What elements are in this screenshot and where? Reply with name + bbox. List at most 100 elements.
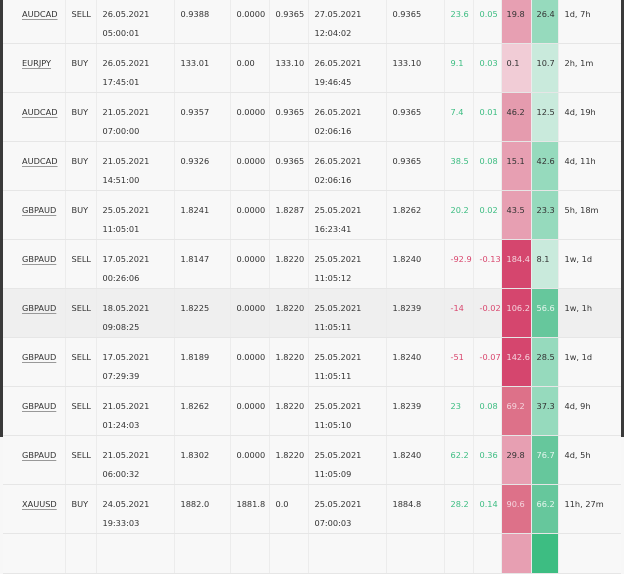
mfe-cell: 10.7	[531, 43, 559, 93]
take-profit-cell: 1.8220	[269, 386, 309, 436]
close-time-cell: 25.05.2021 11:05:09	[308, 435, 387, 485]
close-time-cell: 25.05.2021 07:00:03	[308, 484, 387, 534]
close-price-cell: 133.10	[386, 43, 445, 93]
profit-cell: 0.14	[473, 484, 502, 534]
stop-loss-cell: 0.0000	[230, 141, 270, 191]
type-cell: SELL	[65, 435, 97, 485]
open-time-cell: 17.05.2021 07:29:39	[96, 337, 175, 387]
duration-cell: 5h, 18m	[558, 190, 621, 240]
symbol-link[interactable]: AUDCAD	[22, 9, 58, 19]
mae-cell: 184.4	[501, 239, 532, 289]
take-profit-cell: 133.10	[269, 43, 309, 93]
open-price-cell	[174, 533, 231, 574]
pips-cell: 23	[444, 386, 474, 436]
type-cell: BUY	[65, 190, 97, 240]
mae-cell: 106.2	[501, 288, 532, 338]
pips-cell: 62.2	[444, 435, 474, 485]
symbol-link[interactable]: GBPAUD	[22, 352, 57, 362]
symbol-link[interactable]: GBPAUD	[22, 254, 57, 264]
open-price-cell: 1.8241	[174, 190, 231, 240]
window-frame-left	[0, 0, 3, 437]
profit-cell: -0.13	[473, 239, 502, 289]
open-time-cell: 21.05.2021 01:24:03	[96, 386, 175, 436]
symbol-cell: EURJPY	[3, 43, 66, 93]
duration-cell: 11h, 27m	[558, 484, 621, 534]
trade-rows: AUDCAD SELL 26.05.2021 05:00:01 0.9388 0.…	[3, 0, 621, 574]
profit-cell: -0.07	[473, 337, 502, 387]
mae-cell: 0.1	[501, 43, 532, 93]
table-row[interactable]: GBPAUD SELL 18.05.2021 09:08:25 1.8225 0.…	[3, 288, 621, 338]
table-row[interactable]: AUDCAD SELL 26.05.2021 05:00:01 0.9388 0.…	[3, 0, 621, 44]
open-time-cell: 21.05.2021 07:00:00	[96, 92, 175, 142]
symbol-link[interactable]: XAUUSD	[22, 499, 57, 509]
close-time-cell: 26.05.2021 19:46:45	[308, 43, 387, 93]
type-cell	[65, 533, 97, 574]
table-row[interactable]: AUDCAD BUY 21.05.2021 07:00:00 0.9357 0.0…	[3, 92, 621, 142]
duration-cell	[558, 533, 621, 574]
trade-history-table-wrapper[interactable]: AUDCAD SELL 26.05.2021 05:00:01 0.9388 0.…	[3, 0, 621, 574]
stop-loss-cell: 0.0000	[230, 435, 270, 485]
table-row[interactable]: GBPAUD SELL 17.05.2021 00:26:06 1.8147 0.…	[3, 239, 621, 289]
profit-cell	[473, 533, 502, 574]
mae-cell: 46.2	[501, 92, 532, 142]
symbol-link[interactable]: GBPAUD	[22, 450, 57, 460]
mae-cell: 90.6	[501, 484, 532, 534]
duration-cell: 4d, 19h	[558, 92, 621, 142]
close-price-cell	[386, 533, 445, 574]
open-price-cell: 0.9326	[174, 141, 231, 191]
type-cell: BUY	[65, 141, 97, 191]
table-row[interactable]: AUDCAD BUY 21.05.2021 14:51:00 0.9326 0.0…	[3, 141, 621, 191]
symbol-cell	[3, 533, 66, 574]
duration-cell: 1w, 1d	[558, 337, 621, 387]
open-price-cell: 1.8302	[174, 435, 231, 485]
symbol-link[interactable]: GBPAUD	[22, 205, 57, 215]
symbol-link[interactable]: AUDCAD	[22, 156, 58, 166]
open-time-cell: 17.05.2021 00:26:06	[96, 239, 175, 289]
pips-cell: 38.5	[444, 141, 474, 191]
table-row[interactable]: GBPAUD SELL 17.05.2021 07:29:39 1.8189 0.…	[3, 337, 621, 387]
table-row[interactable]: XAUUSD BUY 24.05.2021 19:33:03 1882.0 188…	[3, 484, 621, 534]
table-row[interactable]	[3, 533, 621, 574]
table-row[interactable]: EURJPY BUY 26.05.2021 17:45:01 133.01 0.0…	[3, 43, 621, 93]
type-cell: SELL	[65, 337, 97, 387]
profit-cell: 0.01	[473, 92, 502, 142]
table-row[interactable]: GBPAUD SELL 21.05.2021 01:24:03 1.8262 0.…	[3, 386, 621, 436]
symbol-link[interactable]: AUDCAD	[22, 107, 58, 117]
mae-cell	[501, 533, 532, 574]
trade-history-table: AUDCAD SELL 26.05.2021 05:00:01 0.9388 0.…	[3, 0, 621, 574]
open-time-cell	[96, 533, 175, 574]
symbol-cell: GBPAUD	[3, 288, 66, 338]
symbol-cell: GBPAUD	[3, 386, 66, 436]
open-price-cell: 1.8225	[174, 288, 231, 338]
stop-loss-cell: 0.0000	[230, 337, 270, 387]
close-price-cell: 1.8240	[386, 435, 445, 485]
open-time-cell: 21.05.2021 06:00:32	[96, 435, 175, 485]
symbol-link[interactable]: GBPAUD	[22, 401, 57, 411]
mfe-cell: 12.5	[531, 92, 559, 142]
table-row[interactable]: GBPAUD BUY 25.05.2021 11:05:01 1.8241 0.0…	[3, 190, 621, 240]
type-cell: BUY	[65, 92, 97, 142]
close-time-cell: 25.05.2021 11:05:12	[308, 239, 387, 289]
symbol-cell: AUDCAD	[3, 141, 66, 191]
take-profit-cell: 1.8287	[269, 190, 309, 240]
symbol-cell: GBPAUD	[3, 239, 66, 289]
profit-cell: 0.08	[473, 386, 502, 436]
table-row[interactable]: GBPAUD SELL 21.05.2021 06:00:32 1.8302 0.…	[3, 435, 621, 485]
symbol-cell: AUDCAD	[3, 0, 66, 44]
stop-loss-cell: 0.0000	[230, 288, 270, 338]
take-profit-cell: 1.8220	[269, 239, 309, 289]
pips-cell: 28.2	[444, 484, 474, 534]
open-price-cell: 0.9357	[174, 92, 231, 142]
open-time-cell: 21.05.2021 14:51:00	[96, 141, 175, 191]
symbol-link[interactable]: GBPAUD	[22, 303, 57, 313]
mfe-cell: 76.7	[531, 435, 559, 485]
close-price-cell: 1.8239	[386, 386, 445, 436]
pips-cell: 9.1	[444, 43, 474, 93]
open-time-cell: 25.05.2021 11:05:01	[96, 190, 175, 240]
profit-cell: -0.02	[473, 288, 502, 338]
close-time-cell: 26.05.2021 02:06:16	[308, 141, 387, 191]
mae-cell: 19.8	[501, 0, 532, 44]
duration-cell: 1d, 7h	[558, 0, 621, 44]
symbol-link[interactable]: EURJPY	[22, 58, 52, 68]
stop-loss-cell: 0.0000	[230, 190, 270, 240]
